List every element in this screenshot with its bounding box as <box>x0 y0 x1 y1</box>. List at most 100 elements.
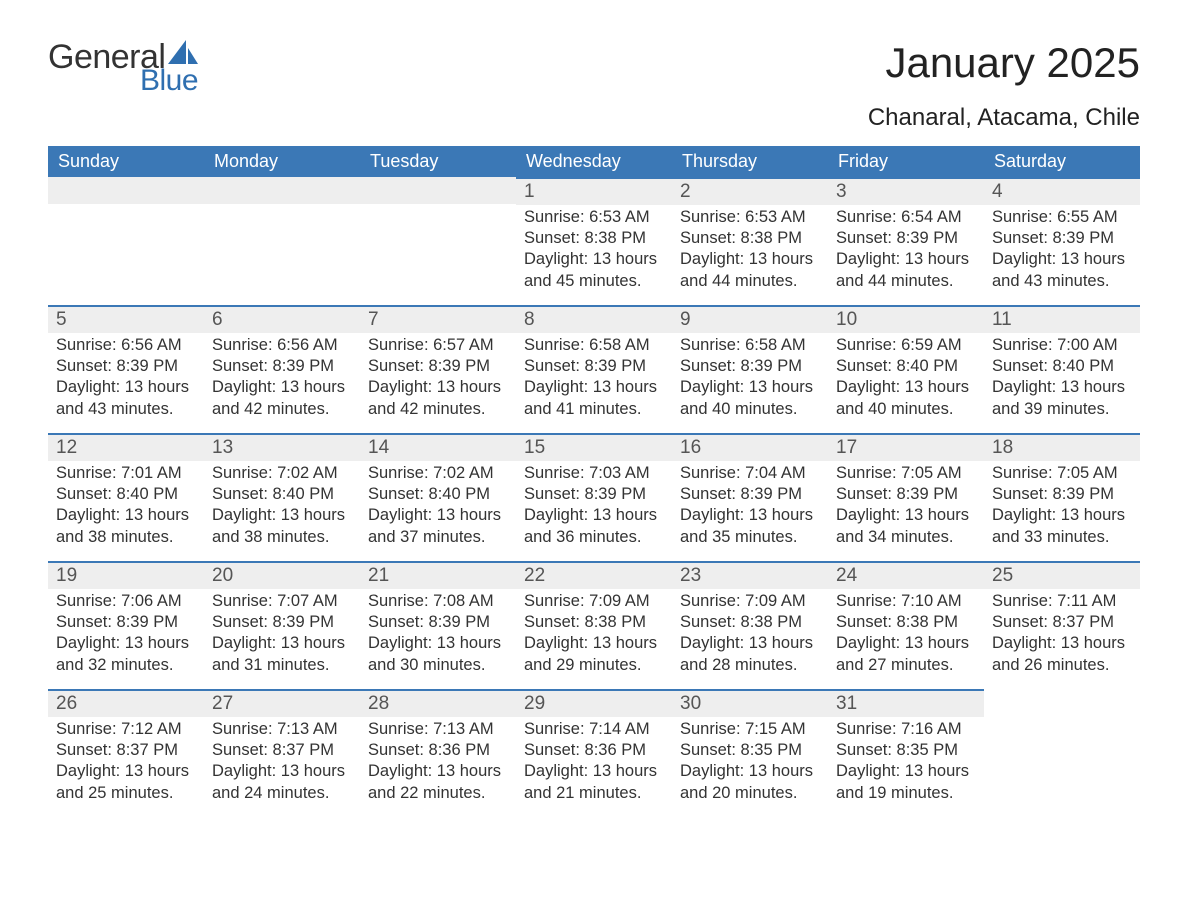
day-sunrise: Sunrise: 7:08 AM <box>368 591 508 612</box>
day-number-row: 14 <box>360 433 516 461</box>
day-day1: Daylight: 13 hours <box>836 249 976 270</box>
day-sunrise: Sunrise: 6:59 AM <box>836 335 976 356</box>
day-number-row: 17 <box>828 433 984 461</box>
day-details: Sunrise: 6:54 AMSunset: 8:39 PMDaylight:… <box>828 207 984 291</box>
page: General Blue January 2025 Chanaral, Atac… <box>0 0 1188 867</box>
day-sunrise: Sunrise: 7:00 AM <box>992 335 1132 356</box>
day-sunrise: Sunrise: 7:06 AM <box>56 591 196 612</box>
day-number: 23 <box>680 565 701 586</box>
day-sunrise: Sunrise: 7:02 AM <box>212 463 352 484</box>
day-sunrise: Sunrise: 6:56 AM <box>212 335 352 356</box>
calendar-cell: 27Sunrise: 7:13 AMSunset: 8:37 PMDayligh… <box>204 689 360 817</box>
day-number: 10 <box>836 309 857 330</box>
day-sunrise: Sunrise: 7:09 AM <box>524 591 664 612</box>
calendar-cell: 5Sunrise: 6:56 AMSunset: 8:39 PMDaylight… <box>48 305 204 433</box>
day-day1: Daylight: 13 hours <box>212 761 352 782</box>
day-number-row: 11 <box>984 305 1140 333</box>
day-number-row: 30 <box>672 689 828 717</box>
day-number-row: 18 <box>984 433 1140 461</box>
calendar-week-row: 12Sunrise: 7:01 AMSunset: 8:40 PMDayligh… <box>48 433 1140 561</box>
day-number: 9 <box>680 309 691 330</box>
day-details: Sunrise: 7:04 AMSunset: 8:39 PMDaylight:… <box>672 463 828 547</box>
day-details: Sunrise: 7:12 AMSunset: 8:37 PMDaylight:… <box>48 719 204 803</box>
day-details: Sunrise: 7:10 AMSunset: 8:38 PMDaylight:… <box>828 591 984 675</box>
day-day1: Daylight: 13 hours <box>56 761 196 782</box>
day-day2: and 31 minutes. <box>212 655 352 676</box>
day-sunset: Sunset: 8:39 PM <box>836 484 976 505</box>
calendar-cell: 11 Sunrise: 7:00 AMSunset: 8:40 PMDayligh… <box>984 305 1140 433</box>
day-sunrise: Sunrise: 7:04 AM <box>680 463 820 484</box>
day-number-row: 9 <box>672 305 828 333</box>
calendar-cell: 25Sunrise: 7:11 AMSunset: 8:37 PMDayligh… <box>984 561 1140 689</box>
calendar-cell: 26Sunrise: 7:12 AMSunset: 8:37 PMDayligh… <box>48 689 204 817</box>
day-number-row: 1 <box>516 177 672 205</box>
day-sunrise: Sunrise: 6:58 AM <box>524 335 664 356</box>
day-details: Sunrise: 7:09 AMSunset: 8:38 PMDaylight:… <box>672 591 828 675</box>
day-day1: Daylight: 13 hours <box>56 377 196 398</box>
day-number: 18 <box>992 437 1013 458</box>
day-day1: Daylight: 13 hours <box>56 505 196 526</box>
day-day2: and 36 minutes. <box>524 527 664 548</box>
day-details: Sunrise: 7:02 AMSunset: 8:40 PMDaylight:… <box>360 463 516 547</box>
day-sunset: Sunset: 8:37 PM <box>56 740 196 761</box>
calendar-cell: 16 Sunrise: 7:04 AMSunset: 8:39 PMDayligh… <box>672 433 828 561</box>
calendar-cell: 9Sunrise: 6:58 AMSunset: 8:39 PMDaylight… <box>672 305 828 433</box>
calendar-cell <box>48 177 204 305</box>
day-sunrise: Sunrise: 7:05 AM <box>992 463 1132 484</box>
calendar-cell: 4Sunrise: 6:55 AMSunset: 8:39 PMDaylight… <box>984 177 1140 305</box>
day-number-row: 5 <box>48 305 204 333</box>
day-number: 11 <box>992 309 1012 330</box>
day-sunset: Sunset: 8:38 PM <box>524 612 664 633</box>
day-day2: and 38 minutes. <box>212 527 352 548</box>
day-sunrise: Sunrise: 6:53 AM <box>680 207 820 228</box>
calendar-cell: 8Sunrise: 6:58 AMSunset: 8:39 PMDaylight… <box>516 305 672 433</box>
day-number: 29 <box>524 693 545 714</box>
day-details: Sunrise: 7:08 AMSunset: 8:39 PMDaylight:… <box>360 591 516 675</box>
calendar-cell: 1Sunrise: 6:53 AMSunset: 8:38 PMDaylight… <box>516 177 672 305</box>
day-details: Sunrise: 7:09 AMSunset: 8:38 PMDaylight:… <box>516 591 672 675</box>
day-day1: Daylight: 13 hours <box>680 377 820 398</box>
day-day2: and 22 minutes. <box>368 783 508 804</box>
day-day2: and 44 minutes. <box>836 271 976 292</box>
day-day1: Daylight: 13 hours <box>680 761 820 782</box>
day-number-row: 22 <box>516 561 672 589</box>
day-day1: Daylight: 13 hours <box>524 633 664 654</box>
day-day1: Daylight: 13 hours <box>212 505 352 526</box>
day-day2: and 27 minutes. <box>836 655 976 676</box>
day-details: Sunrise: 7:00 AMSunset: 8:40 PMDaylight:… <box>984 335 1140 419</box>
day-day2: and 33 minutes. <box>992 527 1132 548</box>
day-sunset: Sunset: 8:39 PM <box>212 612 352 633</box>
day-sunrise: Sunrise: 7:09 AM <box>680 591 820 612</box>
day-sunset: Sunset: 8:36 PM <box>524 740 664 761</box>
day-number: 22 <box>524 565 545 586</box>
day-number: 25 <box>992 565 1013 586</box>
day-details: Sunrise: 6:53 AMSunset: 8:38 PMDaylight:… <box>516 207 672 291</box>
day-number: 16 <box>680 437 701 458</box>
calendar-cell <box>360 177 516 305</box>
day-number-row: 8 <box>516 305 672 333</box>
location-text: Chanaral, Atacama, Chile <box>868 104 1140 132</box>
day-number-row: 16 <box>672 433 828 461</box>
day-day2: and 44 minutes. <box>680 271 820 292</box>
day-sunrise: Sunrise: 7:14 AM <box>524 719 664 740</box>
weekday-header: Wednesday <box>516 146 672 177</box>
day-number: 30 <box>680 693 701 714</box>
day-day1: Daylight: 13 hours <box>524 761 664 782</box>
day-day1: Daylight: 13 hours <box>836 761 976 782</box>
day-number-row: 3 <box>828 177 984 205</box>
day-sunrise: Sunrise: 7:05 AM <box>836 463 976 484</box>
empty-day <box>360 177 516 204</box>
day-number-row: 20 <box>204 561 360 589</box>
day-day2: and 42 minutes. <box>212 399 352 420</box>
day-day2: and 30 minutes. <box>368 655 508 676</box>
day-details: Sunrise: 7:05 AMSunset: 8:39 PMDaylight:… <box>828 463 984 547</box>
day-sunrise: Sunrise: 7:12 AM <box>56 719 196 740</box>
calendar-table: Sunday Monday Tuesday Wednesday Thursday… <box>48 146 1140 817</box>
brand-logo: General Blue <box>48 40 198 96</box>
day-sunset: Sunset: 8:39 PM <box>524 356 664 377</box>
day-day2: and 38 minutes. <box>56 527 196 548</box>
day-details: Sunrise: 6:55 AMSunset: 8:39 PMDaylight:… <box>984 207 1140 291</box>
day-sunset: Sunset: 8:38 PM <box>680 612 820 633</box>
day-details: Sunrise: 6:53 AMSunset: 8:38 PMDaylight:… <box>672 207 828 291</box>
day-number-row: 12 <box>48 433 204 461</box>
